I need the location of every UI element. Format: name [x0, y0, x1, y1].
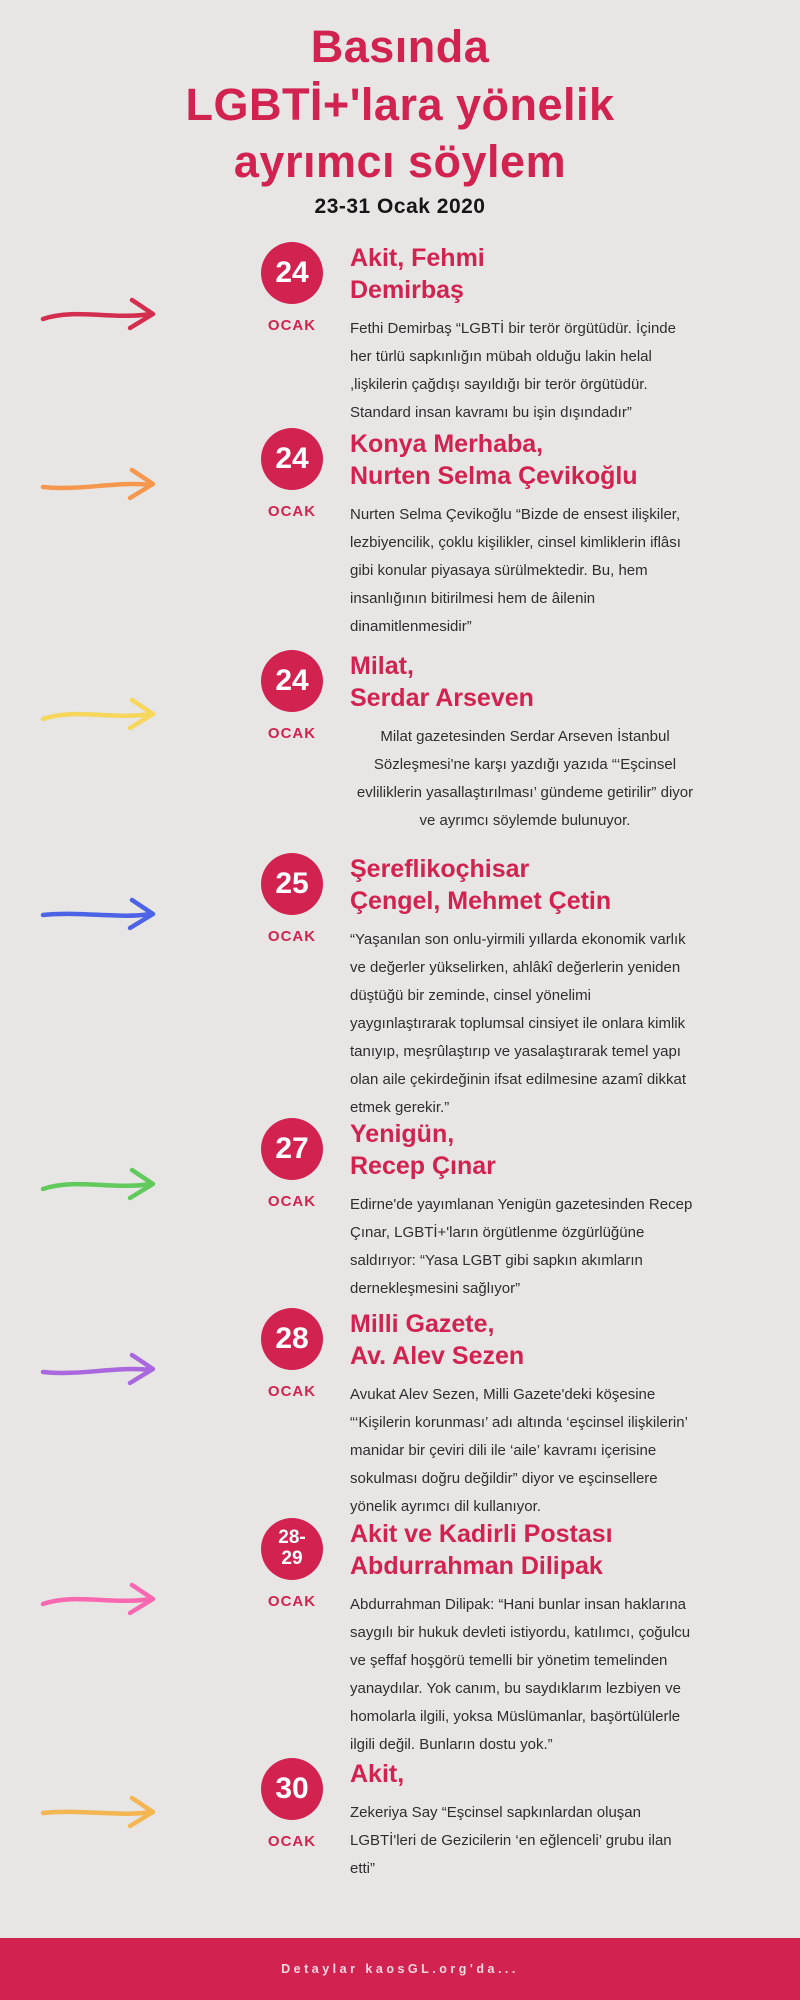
- month-label: OCAK: [267, 928, 317, 945]
- hand-arrow-icon: [40, 1795, 156, 1829]
- month-label: OCAK: [267, 725, 317, 742]
- date-column: 27 OCAK: [255, 1118, 329, 1210]
- entry-heading: Akit, Fehmi Demirbaş: [350, 244, 485, 304]
- date-column: 24 OCAK: [255, 428, 329, 520]
- date-badge: 30: [261, 1758, 323, 1820]
- hand-arrow-icon: [40, 897, 156, 931]
- entry-body: Zekeriya Say “Eşcinsel sapkınlardan oluş…: [350, 1804, 672, 1878]
- entry-body: Abdurrahman Dilipak: “Hani bunlar insan …: [350, 1596, 691, 1754]
- month-label: OCAK: [267, 1383, 317, 1400]
- entry-heading: Akit ve Kadirli Postası Abdurrahman Dili…: [350, 1520, 613, 1580]
- date-number: 25: [275, 867, 309, 900]
- date-column: 24 OCAK: [255, 650, 329, 742]
- date-column: 28 OCAK: [255, 1308, 329, 1400]
- hand-arrow-icon: [40, 697, 156, 731]
- month-label: OCAK: [267, 1593, 317, 1610]
- date-number: 24: [275, 442, 309, 475]
- header: Basında LGBTİ+'lara yönelik ayrımcı söyl…: [0, 0, 800, 219]
- date-column: 24 OCAK: [255, 242, 329, 334]
- hand-arrow-icon: [40, 467, 156, 501]
- date-number: 24: [275, 664, 309, 697]
- entry-content: Milli Gazete, Av. Alev Sezen Avukat Alev…: [350, 1308, 700, 1521]
- month-label: OCAK: [267, 1833, 317, 1850]
- date-badge: 24: [261, 242, 323, 304]
- entry-content: Konya Merhaba, Nurten Selma Çevikoğlu Nu…: [350, 428, 700, 641]
- entry-body: Edirne'de yayımlanan Yenigün gazetesinde…: [350, 1196, 693, 1298]
- date-badge: 27: [261, 1118, 323, 1180]
- entry-body: Fethi Demirbaş “LGBTİ bir terör örgütüdü…: [350, 320, 676, 422]
- month-label: OCAK: [267, 1193, 317, 1210]
- hand-arrow-icon: [40, 1352, 156, 1386]
- entry-content: Akit, Zekeriya Say “Eşcinsel sapkınlarda…: [350, 1758, 700, 1883]
- date-badge: 24: [261, 428, 323, 490]
- entry-content: Akit, Fehmi Demirbaş Fethi Demirbaş “LGB…: [350, 242, 700, 427]
- entry-body: Nurten Selma Çevikoğlu “Bizde de ensest …: [350, 506, 681, 636]
- date-number: 27: [275, 1132, 309, 1165]
- entry-content: Milat, Serdar Arseven Milat gazetesinden…: [350, 650, 700, 835]
- entry-heading: Yenigün, Recep Çınar: [350, 1120, 496, 1180]
- date-badge: 28- 29: [261, 1518, 323, 1580]
- hand-arrow-icon: [40, 1167, 156, 1201]
- date-badge: 24: [261, 650, 323, 712]
- entry-heading: Akit,: [350, 1760, 405, 1788]
- entry-body: Avukat Alev Sezen, Milli Gazete'deki köş…: [350, 1386, 688, 1516]
- entry-content: Şereflikoçhisar Çengel, Mehmet Çetin “Ya…: [350, 853, 700, 1122]
- page-subtitle: 23-31 Ocak 2020: [314, 194, 486, 218]
- entry-content: Yenigün, Recep Çınar Edirne'de yayımlana…: [350, 1118, 700, 1303]
- entry-body: “Yaşanılan son onlu-yirmili yıllarda eko…: [350, 931, 687, 1117]
- entry-heading: Milli Gazete, Av. Alev Sezen: [350, 1310, 525, 1370]
- date-number: 24: [275, 256, 309, 289]
- date-badge: 25: [261, 853, 323, 915]
- date-column: 28- 29 OCAK: [255, 1518, 329, 1610]
- entry-heading: Şereflikoçhisar Çengel, Mehmet Çetin: [350, 855, 612, 915]
- hand-arrow-icon: [40, 297, 156, 331]
- date-column: 25 OCAK: [255, 853, 329, 945]
- month-label: OCAK: [267, 317, 317, 334]
- date-number: 28-: [278, 1527, 306, 1549]
- entry-heading: Konya Merhaba, Nurten Selma Çevikoğlu: [350, 430, 638, 490]
- page-title: Basında LGBTİ+'lara yönelik ayrımcı söyl…: [185, 21, 615, 188]
- footer-bar: Detaylar kaosGL.org'da...: [0, 1938, 800, 2000]
- date-column: 30 OCAK: [255, 1758, 329, 1850]
- hand-arrow-icon: [40, 1582, 156, 1616]
- entry-content: Akit ve Kadirli Postası Abdurrahman Dili…: [350, 1518, 700, 1759]
- month-label: OCAK: [267, 503, 317, 520]
- date-number-line2: 29: [281, 1548, 303, 1569]
- footer-text: Detaylar kaosGL.org'da...: [281, 1962, 519, 1976]
- date-badge: 28: [261, 1308, 323, 1370]
- entry-heading: Milat, Serdar Arseven: [350, 652, 534, 712]
- date-number: 30: [275, 1772, 309, 1805]
- entry-body: Milat gazetesinden Serdar Arseven İstanb…: [356, 728, 694, 830]
- date-number: 28: [275, 1322, 309, 1355]
